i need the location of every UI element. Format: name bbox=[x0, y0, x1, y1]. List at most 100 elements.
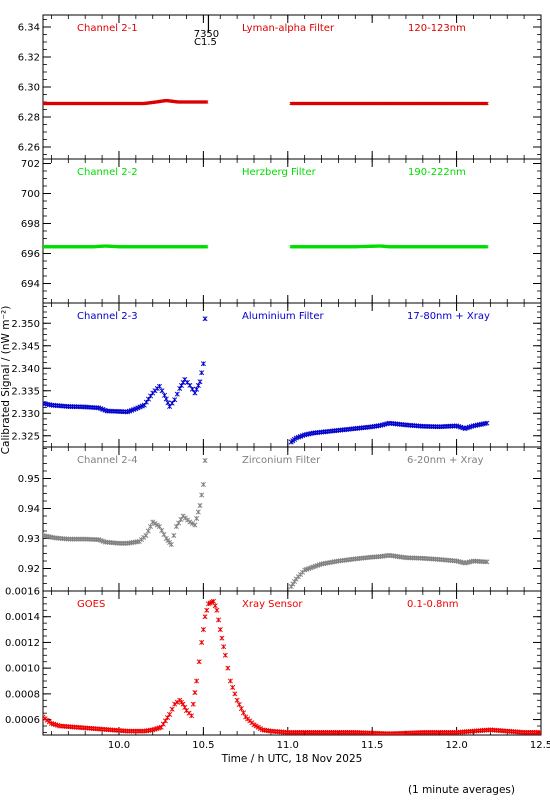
panel-filter-label: Zirconium Filter bbox=[242, 455, 321, 466]
panel-band-label: 0.1-0.8nm bbox=[407, 599, 459, 610]
data-point bbox=[217, 627, 223, 633]
data-point bbox=[80, 536, 86, 542]
data-point bbox=[195, 509, 201, 515]
data-point bbox=[525, 729, 531, 735]
panel-band-label: 120-123nm bbox=[408, 23, 466, 34]
panel-filter-label: Aluminium Filter bbox=[242, 311, 325, 322]
x-tick-label: 11.0 bbox=[277, 740, 299, 751]
data-point bbox=[169, 706, 175, 712]
panel-5: 0.0006 0.0008 0.0010 0.0012 0.0014 0.0016 GOES… bbox=[5, 587, 542, 736]
data-point bbox=[538, 729, 541, 735]
data-point bbox=[78, 536, 84, 542]
y-tick-label: 2.350 bbox=[11, 319, 40, 330]
y-tick-label: 6.34 bbox=[18, 23, 40, 34]
data-point bbox=[199, 639, 205, 645]
y-tick-label: 2.325 bbox=[11, 431, 40, 442]
y-tick-label: 698 bbox=[21, 219, 40, 230]
y-tick-label: 2.330 bbox=[11, 409, 40, 420]
y-tick-label: 0.0008 bbox=[5, 689, 40, 700]
y-tick-label: 702 bbox=[21, 159, 40, 170]
data-point bbox=[212, 603, 218, 609]
flare-marker-label-1: 7350 bbox=[194, 29, 219, 40]
data-point bbox=[202, 316, 208, 322]
series-points bbox=[43, 316, 490, 445]
data-point bbox=[129, 728, 135, 734]
data-point bbox=[189, 386, 195, 392]
data-point bbox=[72, 536, 78, 542]
panel-channel-label: Channel 2-4 bbox=[77, 455, 138, 466]
data-point bbox=[521, 729, 527, 735]
data-point bbox=[76, 536, 82, 542]
y-tick-label: 0.0010 bbox=[5, 664, 40, 675]
data-point bbox=[484, 420, 490, 426]
y-tick-label: 0.94 bbox=[18, 504, 40, 515]
data-point bbox=[159, 527, 165, 534]
panel-band-label: 190-222nm bbox=[408, 167, 466, 178]
data-point bbox=[161, 531, 167, 538]
series-points bbox=[43, 457, 490, 590]
data-point bbox=[143, 532, 149, 539]
data-point bbox=[192, 522, 198, 528]
y-tick-label: 0.93 bbox=[18, 534, 40, 545]
panel-2: 694 696 698 700 702 Channel 2-2 Herzberg Filte… bbox=[21, 158, 542, 304]
data-point bbox=[225, 665, 231, 671]
x-axis: 10.0 10.5 11.0 11.5 12.0 12.5 bbox=[108, 740, 550, 751]
data-point bbox=[484, 559, 490, 565]
y-tick-label: 0.0016 bbox=[5, 587, 40, 598]
data-point bbox=[214, 607, 220, 613]
data-point bbox=[240, 710, 246, 716]
panel-band-label: 17-80nm + Xray bbox=[407, 311, 490, 322]
data-point bbox=[204, 607, 210, 613]
y-tick-label: 2.345 bbox=[11, 341, 40, 352]
y-tick-label: 0.0012 bbox=[5, 638, 40, 649]
data-point bbox=[194, 678, 200, 684]
data-point bbox=[189, 520, 195, 527]
panel-filter-label: Lyman-alpha Filter bbox=[242, 23, 335, 34]
y-tick-label: 0.92 bbox=[18, 564, 40, 575]
data-point bbox=[205, 245, 209, 249]
y-tick-label: 0.95 bbox=[18, 474, 40, 485]
x-tick-label: 12.5 bbox=[530, 740, 550, 751]
data-point bbox=[174, 391, 180, 397]
panel-frame bbox=[42, 14, 542, 160]
data-point bbox=[70, 536, 76, 542]
flare-marker: 7350 C1.5 bbox=[194, 15, 219, 48]
y-tick-label: 6.30 bbox=[18, 83, 40, 94]
data-point bbox=[131, 728, 137, 734]
data-point bbox=[187, 519, 193, 525]
panel-channel-label: Channel 2-3 bbox=[77, 311, 138, 322]
y-tick-label: 0.0006 bbox=[5, 715, 40, 726]
data-point bbox=[200, 481, 206, 488]
data-point bbox=[156, 523, 162, 530]
data-point bbox=[135, 728, 141, 734]
data-point bbox=[168, 541, 174, 548]
data-point bbox=[145, 528, 151, 534]
y-tick-label: 694 bbox=[21, 279, 40, 290]
data-point bbox=[187, 382, 193, 388]
data-point bbox=[118, 540, 124, 546]
data-point bbox=[222, 652, 228, 658]
panel-frame bbox=[42, 446, 542, 592]
y-tick-label: 6.28 bbox=[18, 113, 40, 124]
data-point bbox=[210, 598, 217, 604]
data-point bbox=[532, 729, 538, 735]
data-point bbox=[202, 457, 208, 464]
panel-filter-label: Xray Sensor bbox=[242, 599, 303, 610]
y-tick-label: 2.340 bbox=[11, 364, 40, 375]
data-point bbox=[139, 728, 145, 734]
data-point bbox=[172, 397, 178, 403]
data-point bbox=[200, 627, 206, 633]
data-point bbox=[65, 536, 71, 542]
x-tick-label: 10.5 bbox=[192, 740, 214, 751]
data-point bbox=[530, 729, 536, 735]
panel-frame bbox=[42, 302, 542, 448]
data-point bbox=[194, 515, 200, 522]
data-point bbox=[192, 690, 198, 696]
y-axis-label: Calibrated Signal / (nW m⁻²) bbox=[0, 306, 12, 455]
data-point bbox=[219, 635, 225, 641]
data-point bbox=[126, 728, 133, 734]
data-point bbox=[523, 729, 529, 735]
data-point bbox=[221, 644, 227, 650]
panel-channel-label: Channel 2-2 bbox=[77, 167, 138, 178]
